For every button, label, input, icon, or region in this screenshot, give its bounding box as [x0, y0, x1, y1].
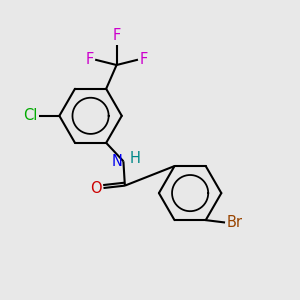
Text: F: F [85, 52, 94, 67]
Text: F: F [140, 52, 148, 67]
Text: Cl: Cl [24, 108, 38, 123]
Text: N: N [112, 154, 122, 169]
Text: F: F [112, 28, 121, 43]
Text: O: O [90, 181, 102, 196]
Text: Br: Br [226, 215, 242, 230]
Text: H: H [130, 152, 141, 166]
